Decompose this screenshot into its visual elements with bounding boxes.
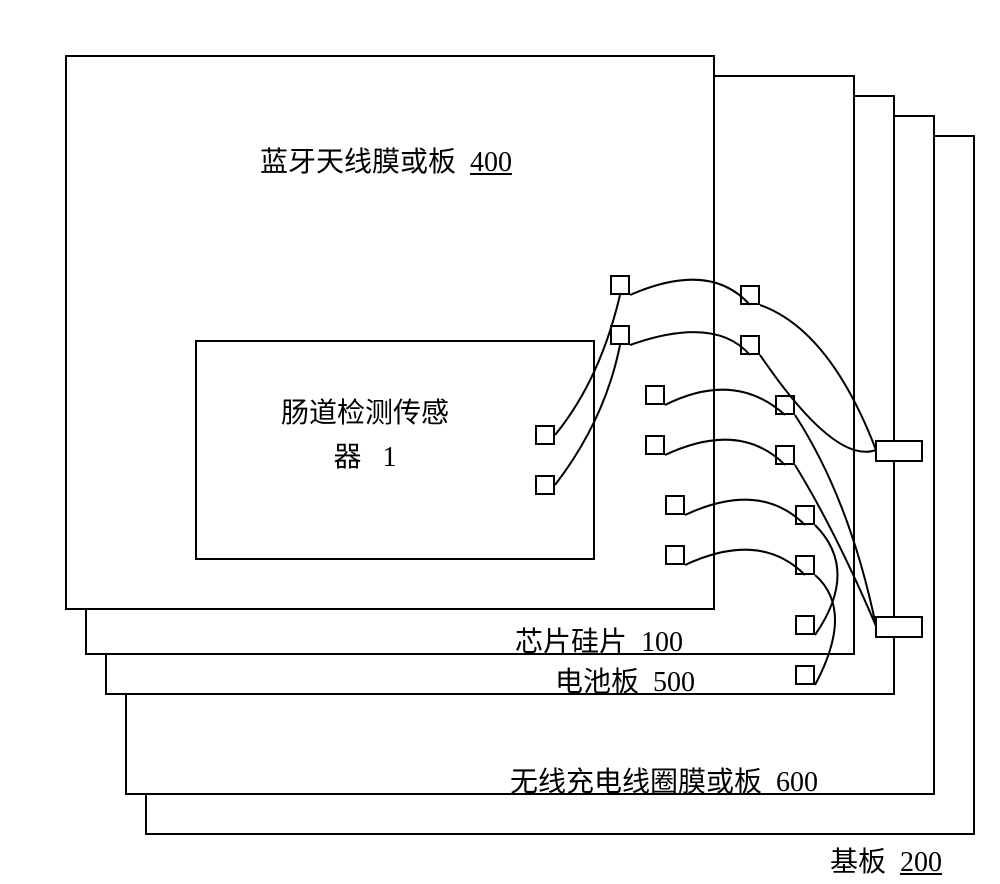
diagram-canvas: 肠道检测传感 器 1 蓝牙天线膜或板 400 芯片硅片 100 电池板 500 … xyxy=(0,0,1000,884)
bond-pad xyxy=(795,665,815,685)
bond-pad xyxy=(665,545,685,565)
bond-pad xyxy=(610,275,630,295)
bond-pad xyxy=(795,615,815,635)
sensor-label-line1: 肠道检测传感 xyxy=(281,398,449,429)
sensor-label-line2: 器 xyxy=(333,442,361,473)
external-pin xyxy=(875,616,923,638)
label-chip: 芯片硅片 100 xyxy=(515,620,683,660)
bond-pad xyxy=(665,495,685,515)
bond-pad xyxy=(645,385,665,405)
label-substrate: 基板 200 xyxy=(830,840,942,880)
external-pin xyxy=(875,440,923,462)
bond-pad xyxy=(795,505,815,525)
bond-pad xyxy=(535,425,555,445)
label-battery: 电池板 500 xyxy=(555,660,695,700)
sensor-num: 1 xyxy=(383,442,397,473)
bond-pad xyxy=(740,335,760,355)
label-bt: 蓝牙天线膜或板 400 xyxy=(260,140,512,180)
bond-pad xyxy=(740,285,760,305)
bond-pad xyxy=(610,325,630,345)
bond-pad xyxy=(775,445,795,465)
bond-pad xyxy=(775,395,795,415)
bond-pad xyxy=(645,435,665,455)
bond-pad xyxy=(795,555,815,575)
label-coil: 无线充电线圈膜或板 600 xyxy=(510,760,818,800)
sensor-box: 肠道检测传感 器 1 xyxy=(195,340,595,560)
bond-pad xyxy=(535,475,555,495)
